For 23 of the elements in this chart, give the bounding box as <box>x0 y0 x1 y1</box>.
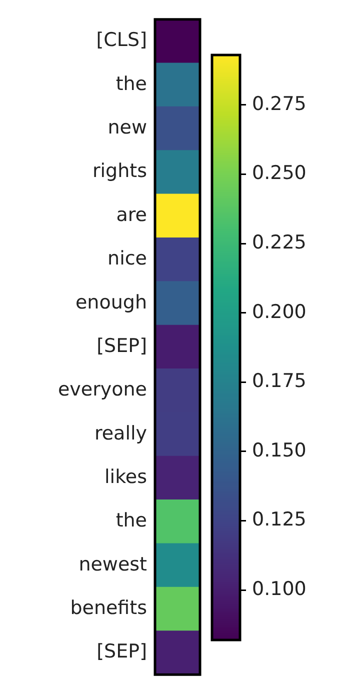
color-bar-label: 0.250 <box>252 162 306 184</box>
color-bar-label: 0.150 <box>252 439 306 462</box>
y-tick-label: [CLS] <box>96 29 147 52</box>
y-tick-label: really <box>94 422 147 444</box>
y-tick-label: [SEP] <box>96 334 147 357</box>
y-tick-label: [SEP] <box>96 640 147 663</box>
y-tick-label: rights <box>92 160 147 182</box>
y-tick-label: likes <box>104 466 147 488</box>
y-tick-label: enough <box>75 291 147 314</box>
y-tick-label: everyone <box>58 378 147 401</box>
color-bar-label: 0.175 <box>252 370 306 392</box>
color-bar-label: 0.200 <box>252 300 306 323</box>
y-tick-label: the <box>116 510 147 532</box>
color-bar-label: 0.225 <box>252 231 306 254</box>
y-tick-label: are <box>116 204 147 226</box>
y-tick-label: newest <box>78 553 147 576</box>
color-bar-label: 0.125 <box>252 508 306 531</box>
y-tick-label: new <box>108 116 147 139</box>
color-bar-label: 0.275 <box>252 92 306 115</box>
y-tick-label: the <box>116 72 147 95</box>
color-bar-label: 0.100 <box>252 578 306 600</box>
y-tick-label: benefits <box>70 597 147 620</box>
y-tick-label: nice <box>108 248 147 270</box>
